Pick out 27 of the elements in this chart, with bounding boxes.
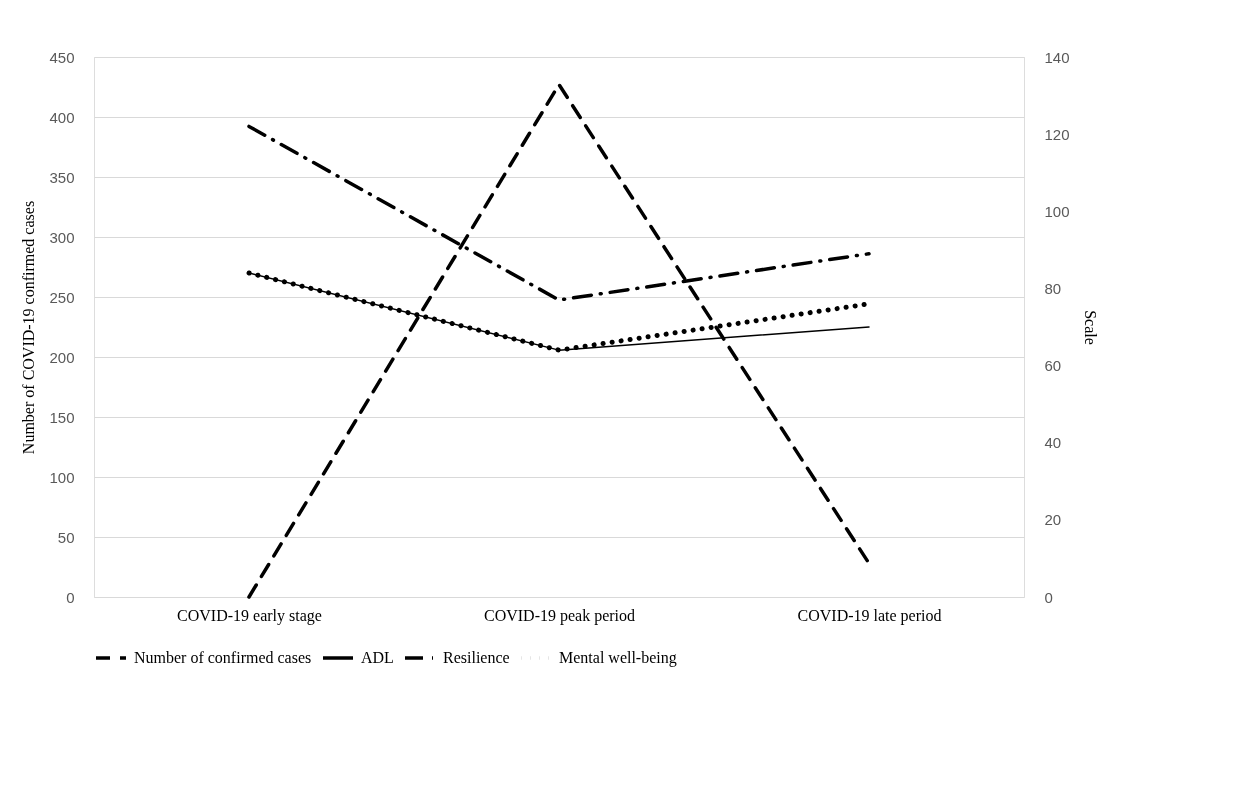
y2-axis-title: Scale <box>1081 310 1099 345</box>
y-tick-label: 450 <box>49 48 75 66</box>
y-tick-label: 150 <box>49 408 75 426</box>
x-tick-label: COVID-19 peak period <box>483 606 636 625</box>
legend-label: Resilience <box>443 649 510 666</box>
y2-tick-label: 120 <box>1044 125 1070 143</box>
y-tick-label: 200 <box>49 348 75 366</box>
x-tick-label: COVID-19 early stage <box>177 606 322 625</box>
y-tick-label: 100 <box>49 468 75 486</box>
y-axis-title: Number of COVID-19 confirmed cases <box>20 200 38 455</box>
y2-tick-label: 0 <box>1044 588 1053 606</box>
legend-label: Number of confirmed cases <box>134 649 312 666</box>
y-tick-label: 300 <box>49 228 75 246</box>
x-tick-label: COVID-19 late period <box>797 606 942 625</box>
y2-tick-label: 60 <box>1044 357 1062 375</box>
y-tick-label: 50 <box>57 528 75 546</box>
legend-label: Mental well-being <box>559 649 677 667</box>
y2-tick-label: 100 <box>1044 202 1070 220</box>
y2-tick-label: 80 <box>1044 279 1062 297</box>
y-tick-label: 350 <box>49 168 75 186</box>
legend-label: ADL <box>361 649 394 666</box>
y-tick-label: 0 <box>66 588 75 606</box>
y2-tick-label: 20 <box>1044 511 1062 529</box>
y-tick-label: 400 <box>49 108 75 126</box>
y2-tick-label: 140 <box>1044 48 1070 66</box>
y-tick-label: 250 <box>49 288 75 306</box>
y2-tick-label: 40 <box>1044 434 1062 452</box>
